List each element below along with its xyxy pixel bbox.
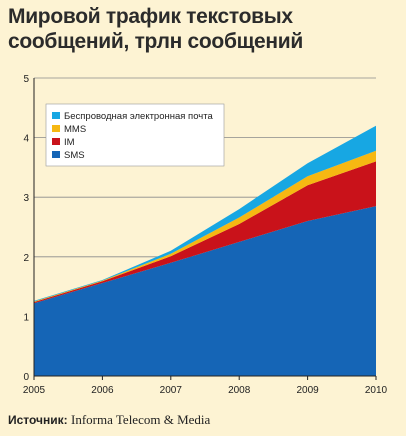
source-label: Источник: [8, 413, 68, 427]
source-note: Источник: Informa Telecom & Media [8, 412, 210, 428]
y-tick-label: 5 [23, 74, 29, 85]
chart-title: Мировой трафик текстовых сообщений, трлн… [8, 5, 304, 53]
y-tick-label: 2 [23, 253, 29, 264]
y-tick-label: 4 [23, 134, 29, 145]
legend-label: SMS [64, 150, 85, 161]
y-tick-label: 1 [23, 312, 29, 323]
x-tick-label: 2005 [23, 385, 46, 396]
legend-label: IM [64, 137, 75, 148]
x-tick-label: 2009 [296, 385, 319, 396]
legend-label: Беспроводная электронная почта [64, 111, 213, 122]
x-tick-label: 2007 [160, 385, 183, 396]
area-series-mms [34, 150, 376, 303]
y-tick-label: 0 [23, 372, 29, 383]
x-tick-label: 2010 [365, 385, 388, 396]
legend-swatch [52, 151, 60, 158]
legend-swatch [52, 112, 60, 119]
legend-swatch [52, 138, 60, 145]
legend-label: MMS [64, 124, 86, 135]
legend-swatch [52, 125, 60, 132]
legend-box [45, 103, 225, 167]
y-tick-label: 3 [23, 193, 29, 204]
area-series-sms [34, 206, 376, 376]
area-series-im [34, 161, 376, 304]
x-tick-label: 2008 [228, 385, 251, 396]
x-tick-label: 2006 [91, 385, 114, 396]
source-text: Informa Telecom & Media [71, 412, 211, 427]
